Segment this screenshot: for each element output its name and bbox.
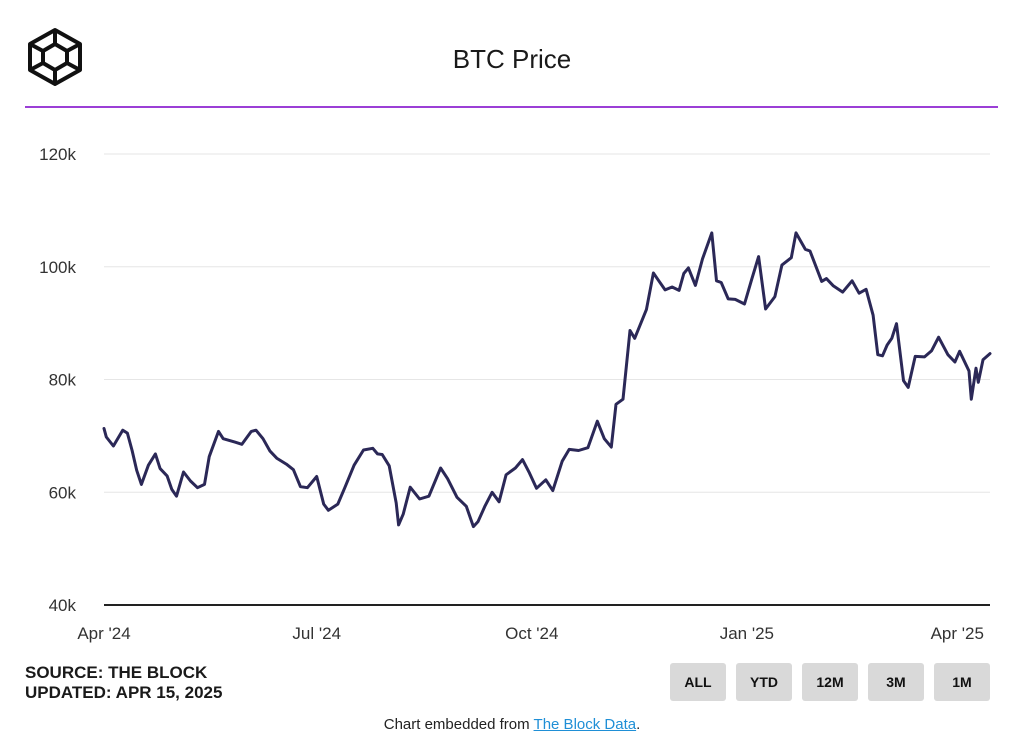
range-1m-button[interactable]: 1M xyxy=(934,663,990,701)
x-tick-label: Oct '24 xyxy=(505,624,558,643)
the-block-cube-logo-icon[interactable] xyxy=(24,26,86,88)
y-tick-label: 60k xyxy=(49,483,77,502)
range-12m-button[interactable]: 12M xyxy=(802,663,858,701)
y-tick-label: 120k xyxy=(39,145,76,164)
embed-note: Chart embedded from The Block Data. xyxy=(0,716,1024,733)
updated-text: UPDATED: APR 15, 2025 xyxy=(25,683,223,702)
x-tick-label: Jul '24 xyxy=(292,624,341,643)
x-tick-label: Apr '24 xyxy=(77,624,130,643)
embed-suffix: . xyxy=(636,716,641,733)
range-3m-button[interactable]: 3M xyxy=(868,663,924,701)
chart-title: BTC Price xyxy=(452,44,572,74)
chart-header: BTC Price xyxy=(0,0,1024,108)
header-divider xyxy=(25,106,998,108)
y-tick-label: 100k xyxy=(39,258,76,277)
x-tick-label: Apr '25 xyxy=(931,624,984,643)
range-all-button[interactable]: ALL xyxy=(670,663,726,701)
x-tick-label: Jan '25 xyxy=(720,624,774,643)
chart-canvas: 40k 60k 80k 100k 120k Apr '24 Jul '24 Oct '24 Ja… xyxy=(39,145,992,643)
source-block: SOURCE: THE BLOCK UPDATED: APR 15, 2025 xyxy=(25,663,222,703)
the-block-data-link[interactable]: The Block Data xyxy=(533,716,637,733)
range-ytd-button[interactable]: YTD xyxy=(736,663,792,701)
source-text: SOURCE: THE BLOCK xyxy=(25,663,208,682)
y-tick-label: 80k xyxy=(49,371,77,390)
btc-price-chart: 40k 60k 80k 100k 120k Apr '24 Jul '24 Oct '24 Ja… xyxy=(0,108,1024,648)
y-tick-label: 40k xyxy=(49,596,77,615)
embed-prefix: Chart embedded from xyxy=(383,716,534,733)
btc-price-line xyxy=(102,231,992,529)
